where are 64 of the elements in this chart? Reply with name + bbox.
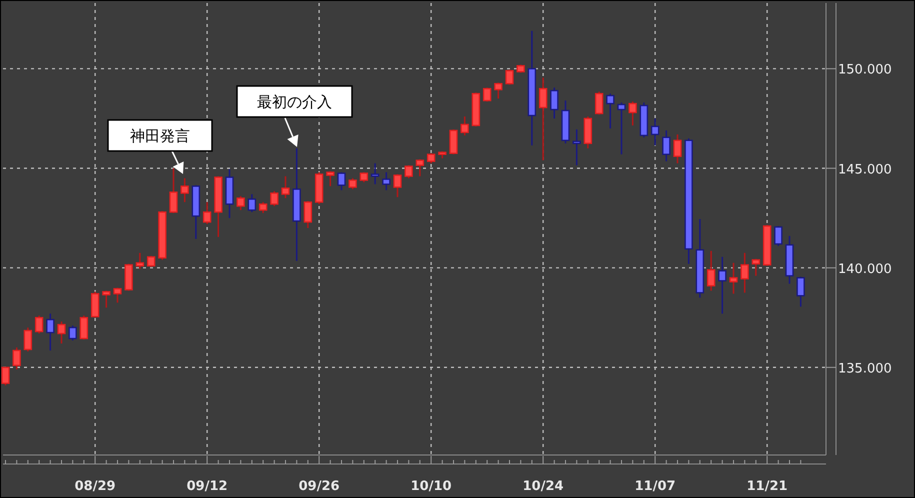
candlestick <box>337 172 346 191</box>
candlestick <box>281 175 290 199</box>
x-tick-label: 10/24 <box>522 479 564 494</box>
candlestick <box>752 258 760 277</box>
candlestick <box>136 252 144 270</box>
candlestick <box>46 312 54 352</box>
candlestick <box>202 201 212 225</box>
candlestick <box>90 290 100 318</box>
candlestick <box>348 177 357 190</box>
y-tick-label: 140.000 <box>838 262 892 277</box>
candlestick <box>248 193 256 213</box>
candlestick <box>572 128 581 166</box>
candlestick <box>382 172 390 191</box>
x-tick-label: 11/07 <box>634 479 676 494</box>
candlestick <box>80 314 88 340</box>
candlestick <box>505 68 514 86</box>
candlestick <box>24 326 32 352</box>
candlestick <box>34 314 44 334</box>
candlestick <box>617 102 626 156</box>
candlestick <box>662 130 670 162</box>
candlestick <box>236 195 245 211</box>
candlestick <box>404 164 413 179</box>
candlestick <box>650 118 660 146</box>
candlestick <box>594 90 604 116</box>
candlestick <box>550 86 558 120</box>
y-tick-label: 145.000 <box>838 162 892 178</box>
x-tick-label: 10/10 <box>410 479 452 494</box>
candlestick <box>494 82 502 100</box>
x-tick-label: 08/29 <box>74 479 116 494</box>
candlestick <box>774 225 782 247</box>
candlestick <box>169 168 178 214</box>
candlestick <box>449 128 458 156</box>
candlestick <box>1 366 10 386</box>
candlestick <box>370 162 380 185</box>
candlestick <box>460 116 469 136</box>
candlestick <box>258 201 268 214</box>
candlestick <box>538 76 548 162</box>
x-tick-label: 11/21 <box>746 479 788 494</box>
candlestick <box>12 346 21 370</box>
candlestick <box>740 252 749 294</box>
candlestick <box>606 92 614 130</box>
candlestick <box>57 320 66 344</box>
y-tick-label: 150.000 <box>838 62 892 78</box>
candlestick <box>796 276 805 308</box>
candlestick <box>482 86 492 102</box>
candlestick <box>304 200 312 229</box>
candlestick <box>270 190 278 207</box>
candlestick <box>326 170 334 187</box>
candlestick <box>113 286 122 304</box>
annotation: 神田発言 <box>130 127 190 145</box>
annotation: 最初の介入 <box>257 93 332 111</box>
x-tick-label: 09/26 <box>298 479 340 494</box>
y-tick-label: 135.000 <box>838 361 892 376</box>
x-tick-label: 09/12 <box>186 479 228 494</box>
candlestick <box>706 250 716 292</box>
candlestick <box>180 177 189 203</box>
candlestick <box>102 290 110 308</box>
candlestick <box>718 256 726 314</box>
candlestick <box>393 173 402 198</box>
candlestick <box>416 158 424 177</box>
candlestick <box>729 262 738 294</box>
candlestick <box>68 324 77 342</box>
candlestick <box>628 100 637 126</box>
candlestick <box>673 134 682 164</box>
